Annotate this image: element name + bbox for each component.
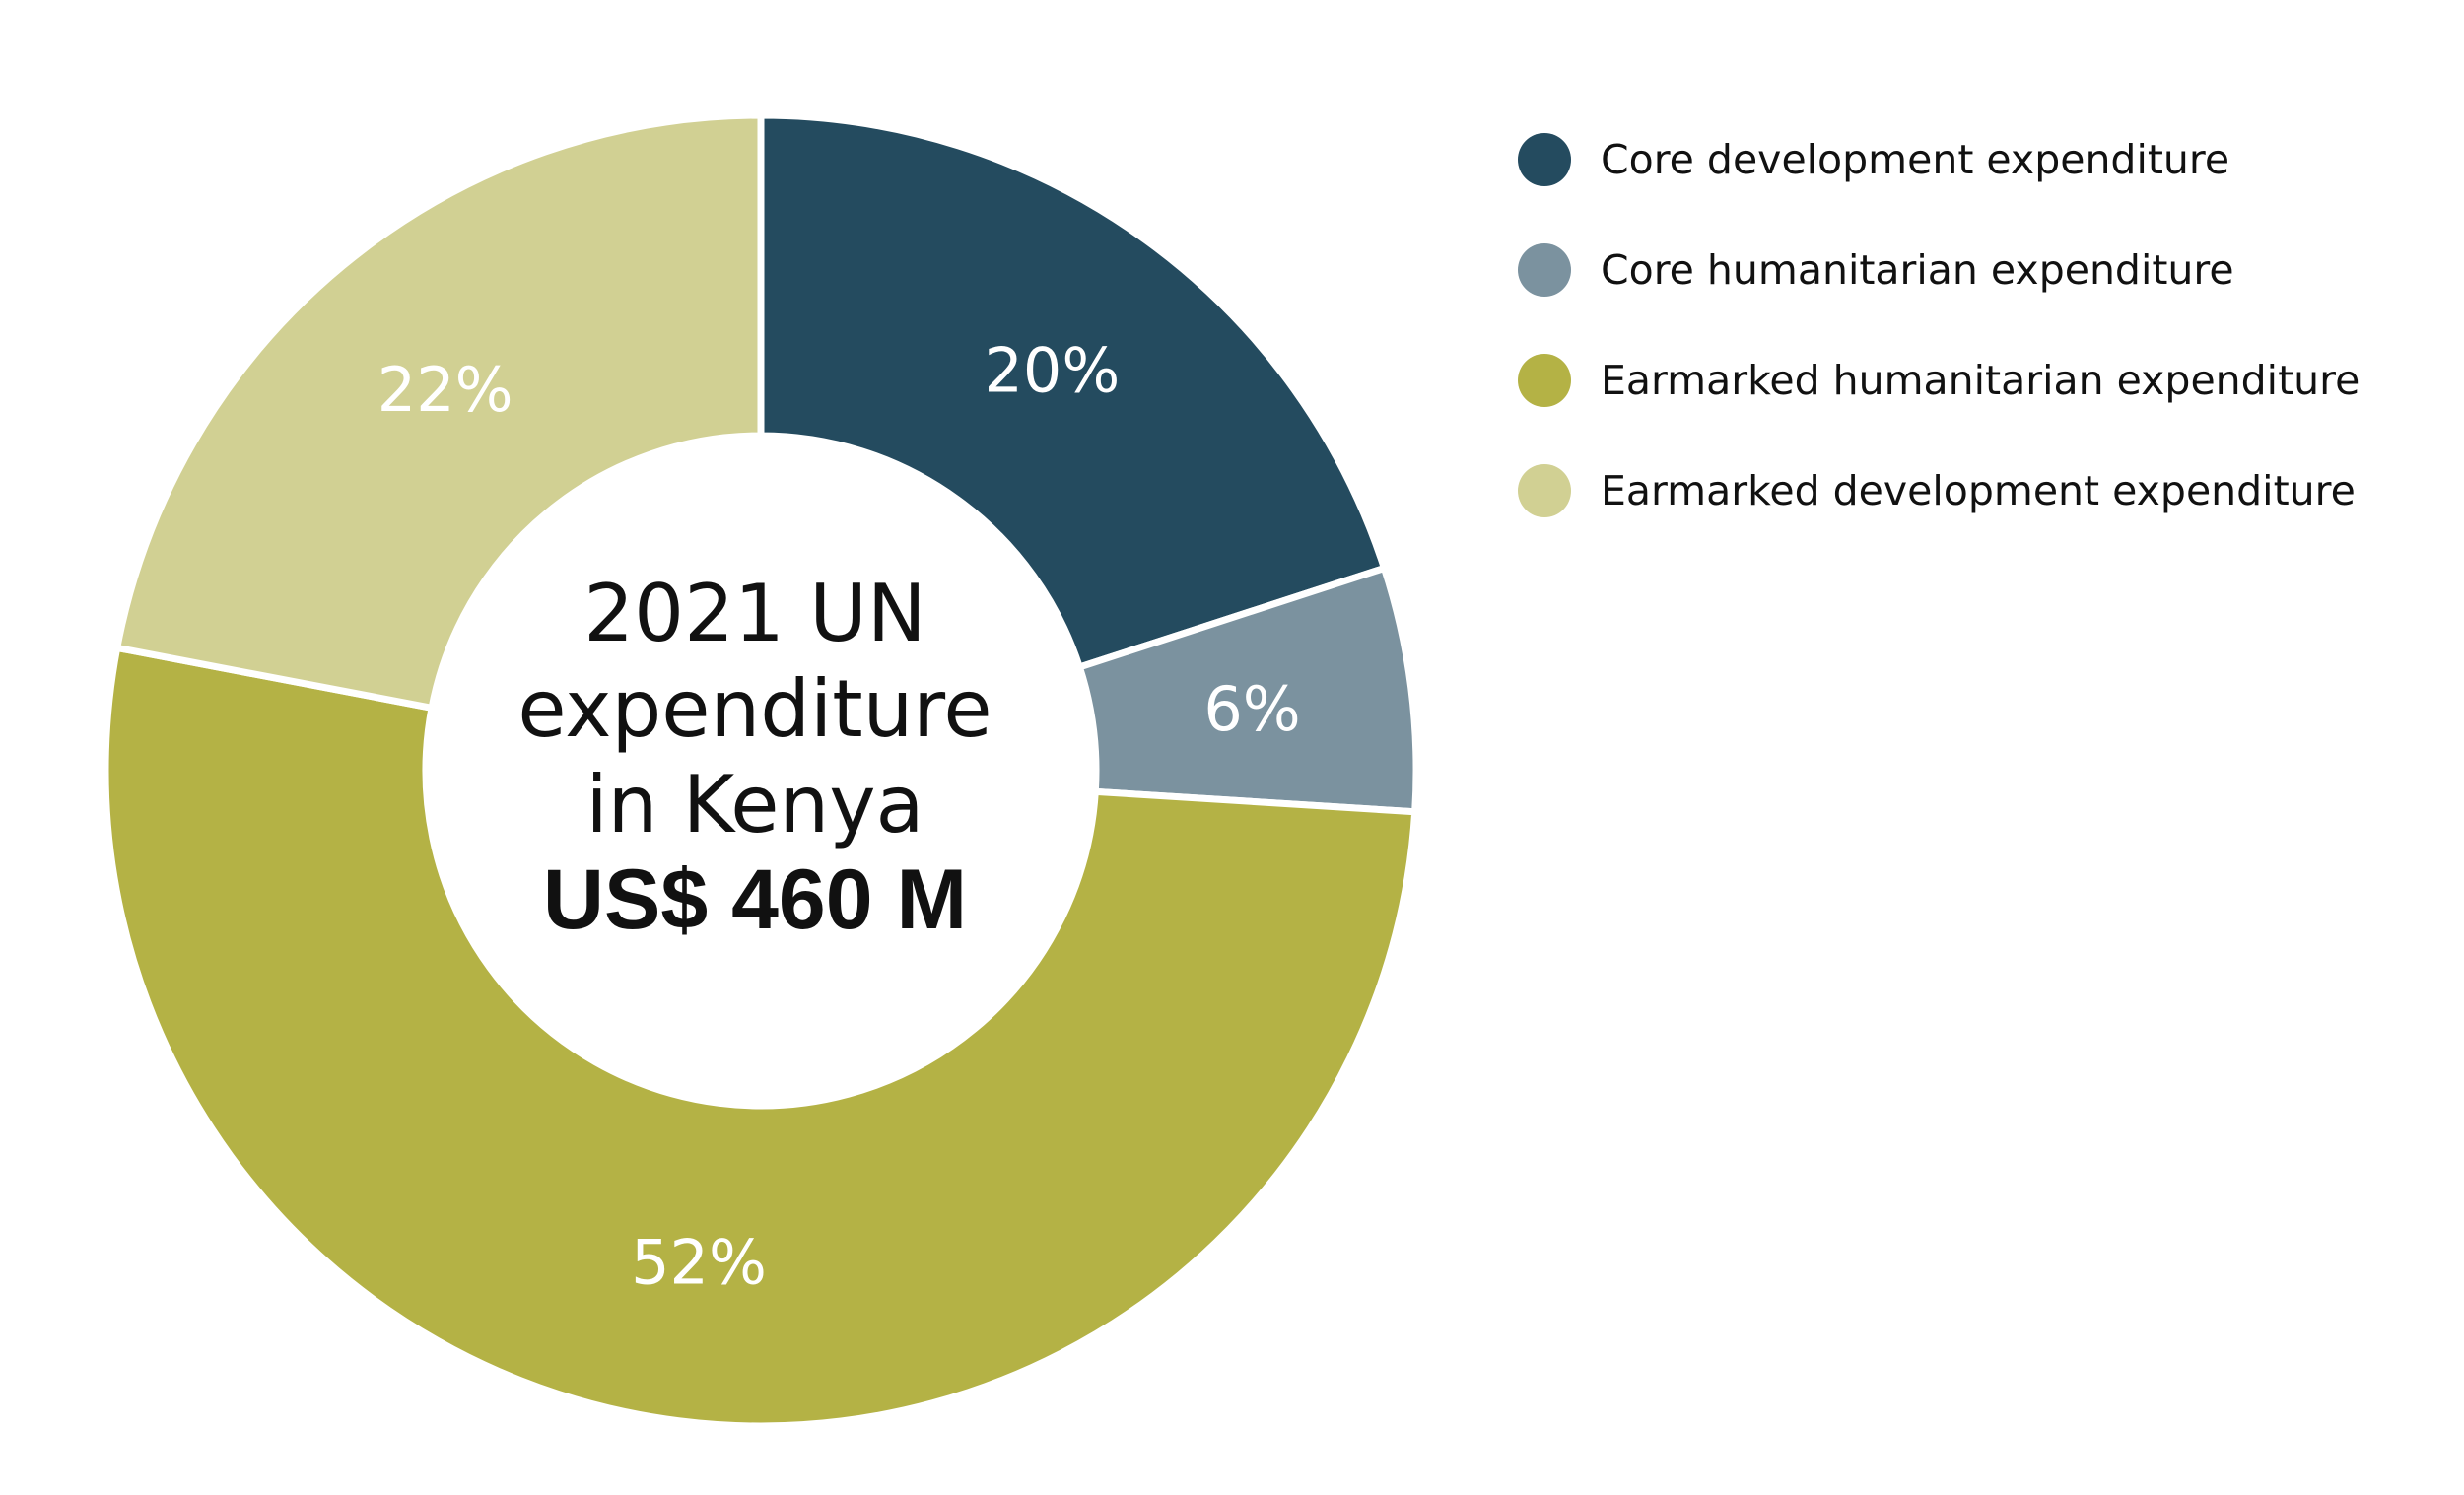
legend-swatch <box>1518 133 1571 186</box>
legend-swatch <box>1518 464 1571 517</box>
slice-labels-group: 20% 6% 52% 22% <box>377 334 1301 1298</box>
legend-item-earmarked-humanitarian: Earmarked humanitarian expenditure <box>1518 354 2444 407</box>
legend: Core development expenditure Core humani… <box>1518 133 2444 575</box>
legend-label: Earmarked humanitarian expenditure <box>1601 357 2361 404</box>
center-total-value: US$ 460 M <box>543 852 967 947</box>
center-title-line-1: 2021 UN <box>583 568 925 659</box>
slice-label: 52% <box>631 1227 767 1299</box>
slice-earmarked-humanitarian-expenditure <box>102 644 1419 1430</box>
slices-group <box>102 111 1420 1430</box>
slice-label: 6% <box>1203 673 1300 745</box>
legend-item-core-development: Core development expenditure <box>1518 133 2444 186</box>
legend-label: Core development expenditure <box>1601 136 2230 183</box>
center-title-line-3: in Kenya <box>585 759 924 850</box>
center-title-line-2: expenditure <box>517 663 992 755</box>
legend-label: Core humanitarian expenditure <box>1601 246 2234 294</box>
slice-core-development-expenditure <box>757 111 1388 671</box>
slice-label: 20% <box>984 334 1120 406</box>
legend-label: Earmarked development expenditure <box>1601 467 2356 514</box>
legend-item-core-humanitarian: Core humanitarian expenditure <box>1518 243 2444 297</box>
slice-earmarked-development-expenditure <box>113 111 765 712</box>
legend-swatch <box>1518 354 1571 407</box>
slice-label: 22% <box>377 354 513 426</box>
legend-swatch <box>1518 243 1571 297</box>
center-label: 2021 UN expenditure in Kenya US$ 460 M <box>517 568 992 947</box>
legend-item-earmarked-development: Earmarked development expenditure <box>1518 464 2444 517</box>
